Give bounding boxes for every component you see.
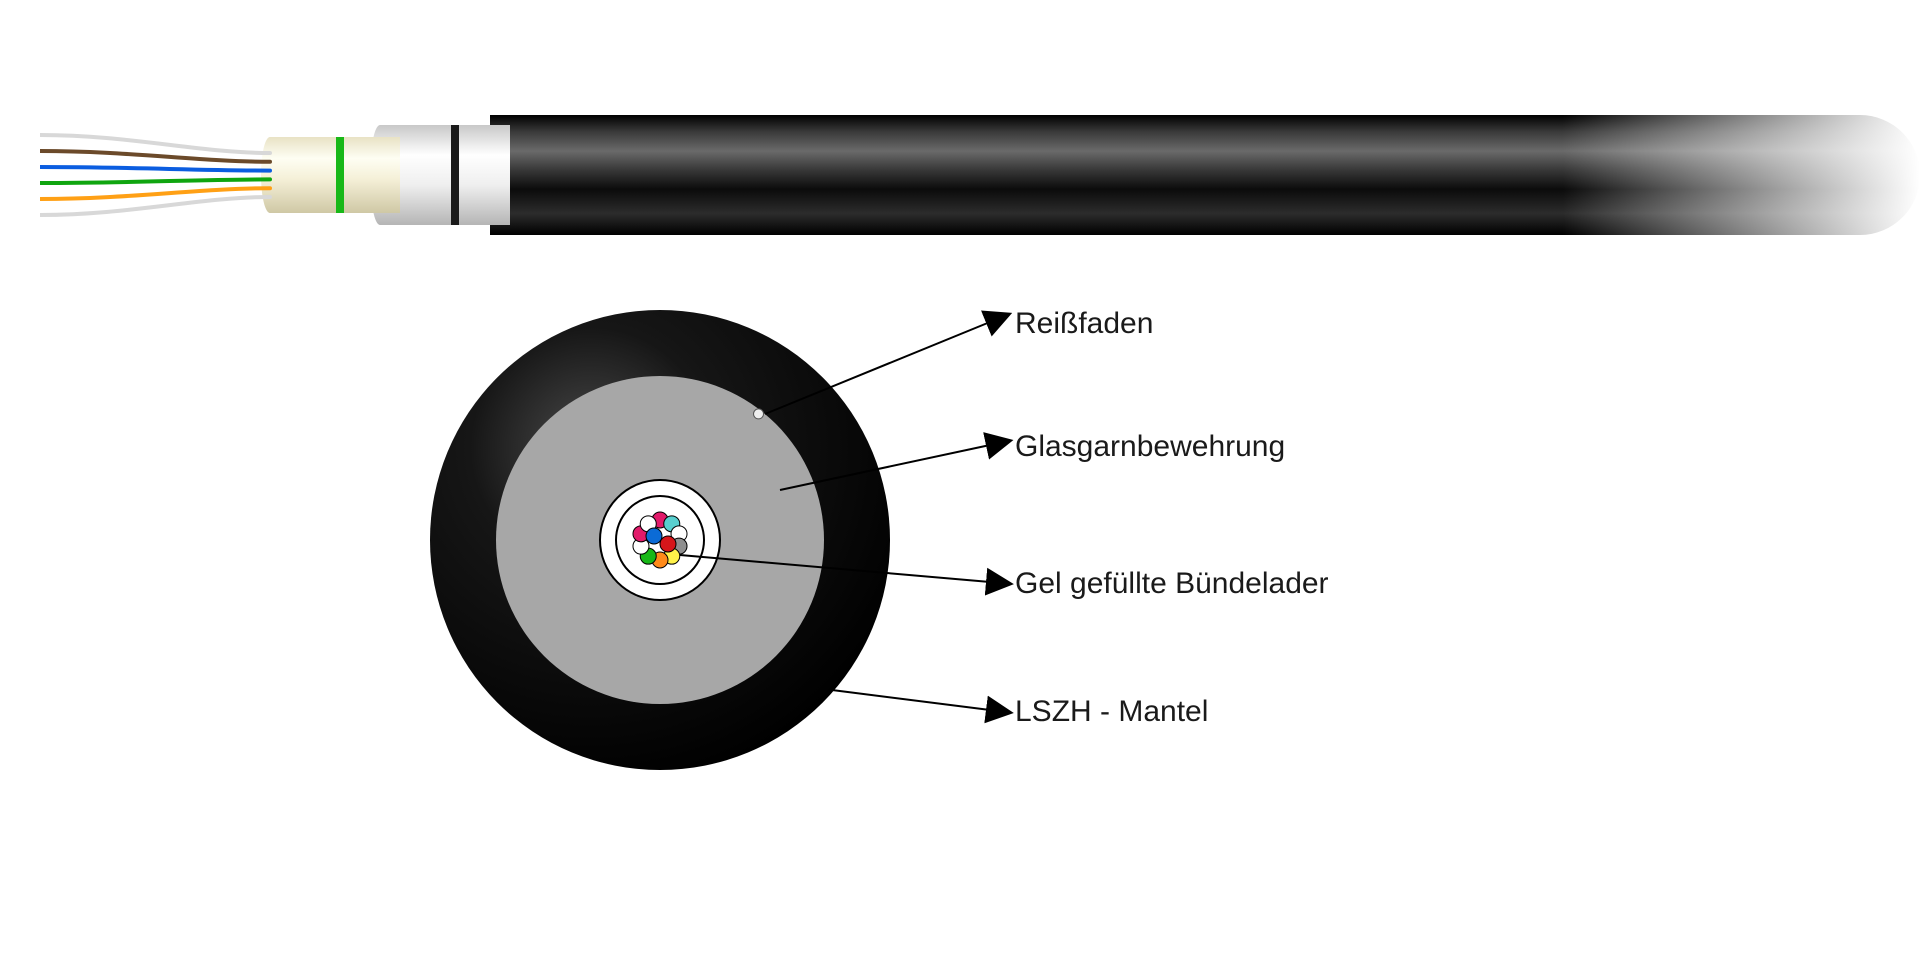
loose-tube [270,137,400,213]
label-text-gel_tube: Gel gefüllte Bündelader [1015,567,1329,601]
label-text-lszh: LSZH - Mantel [1015,695,1208,729]
label-glassyarn: Glasgarnbewehrung [1015,430,1285,464]
fiber-dot-center [660,536,676,552]
ripcord-dot [754,409,764,419]
label-ripcord: Reißfaden [1015,307,1153,341]
collar-ring [451,125,459,225]
fiber-strand [40,179,270,183]
cable-cross-section [420,300,900,780]
label-lszh: LSZH - Mantel [1015,695,1208,729]
label-gel_tube: Gel gefüllte Bündelader [1015,567,1329,601]
fiber-strand [40,167,270,171]
cable-side-view [40,115,1920,235]
fibers-group [40,135,270,215]
tube-green-ring [336,137,344,213]
cross-section-svg [420,300,900,780]
side-view-svg [40,115,1920,235]
label-text-glassyarn: Glasgarnbewehrung [1015,430,1285,464]
label-text-ripcord: Reißfaden [1015,307,1153,341]
fiber-dot-center [646,528,662,544]
